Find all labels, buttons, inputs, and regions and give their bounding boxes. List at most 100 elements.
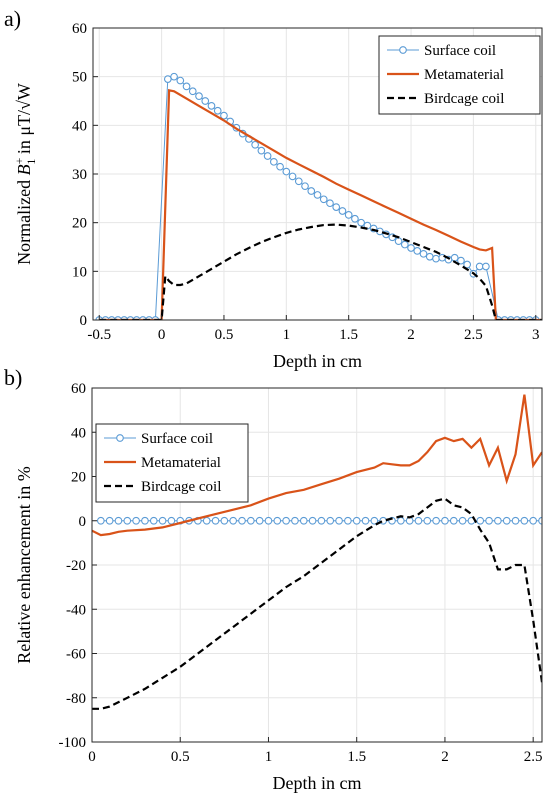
data-point-surface-coil [463, 260, 472, 269]
data-point-surface-coil [313, 191, 322, 199]
x-tick-label: 2.5 [464, 327, 483, 343]
data-point-surface-coil [201, 97, 210, 105]
data-point-surface-coil [457, 256, 465, 265]
y-tick-label: -20 [66, 558, 86, 574]
x-tick-label: 3 [532, 327, 540, 343]
data-point-surface-coil [264, 516, 273, 525]
data-point-surface-coil [425, 252, 434, 261]
legend-label: Surface coil [141, 431, 213, 447]
data-point-surface-coil [211, 516, 220, 525]
data-point-surface-coil [407, 244, 415, 252]
data-point-surface-coil [357, 218, 366, 227]
y-tick-label: 0 [80, 313, 88, 329]
data-point-surface-coil [291, 516, 299, 525]
data-point-surface-coil [301, 182, 309, 191]
panel-label: a) [4, 6, 21, 31]
data-point-surface-coil [400, 240, 409, 249]
data-point-surface-coil [520, 516, 529, 525]
y-tick-label: 60 [72, 21, 87, 37]
y-axis-label-superscript: + [12, 157, 26, 164]
data-point-surface-coil [476, 516, 485, 525]
data-point-surface-coil [176, 76, 185, 85]
data-point-surface-coil [485, 516, 493, 525]
plot-series-group [92, 394, 542, 710]
data-point-surface-coil [282, 516, 290, 525]
data-point-surface-coil [114, 516, 123, 525]
data-point-surface-coil [123, 516, 132, 525]
data-point-surface-coil [229, 516, 238, 525]
data-point-surface-coil [419, 249, 428, 258]
data-point-surface-coil [167, 516, 176, 525]
x-tick-label: 2 [441, 749, 449, 765]
data-point-surface-coil [188, 87, 197, 96]
y-tick-label: -40 [66, 602, 86, 618]
y-tick-label: 0 [79, 514, 87, 530]
data-point-surface-coil [207, 102, 216, 110]
y-tick-label: 20 [71, 470, 86, 486]
legend-label: Metamaterial [424, 67, 504, 83]
y-axis-label: Normalized B+1 in μT/√W [12, 83, 38, 265]
data-point-surface-coil [263, 152, 272, 160]
legend-label: Metamaterial [141, 455, 221, 471]
plot-series-group [95, 72, 542, 320]
y-axis-label-prefix: Normalized [14, 175, 34, 264]
x-tick-label: 1.5 [347, 749, 366, 765]
series-line-metamaterial [99, 88, 542, 320]
x-tick-label: 0 [88, 749, 96, 765]
series-line-metamaterial [92, 394, 542, 537]
data-point-surface-coil [332, 203, 341, 211]
legend: Surface coil Metamaterial Birdcage coil [378, 35, 541, 115]
data-point-surface-coil [450, 253, 459, 262]
data-point-surface-coil [220, 516, 229, 525]
y-axis-label-subscript: 1 [24, 159, 38, 165]
data-point-surface-coil [246, 516, 255, 525]
x-tick-label: 0 [158, 327, 166, 343]
legend-marker-surface-coil [116, 434, 124, 442]
x-tick-label: 0.5 [215, 327, 234, 343]
y-axis-label-suffix: in μT/√W [14, 83, 34, 159]
data-point-surface-coil [370, 516, 379, 525]
data-point-surface-coil [335, 516, 343, 525]
data-point-surface-coil [344, 211, 353, 219]
data-point-surface-coil [158, 516, 167, 525]
data-point-surface-coil [494, 516, 502, 525]
data-point-surface-coil [213, 106, 222, 115]
data-point-surface-coil [338, 207, 347, 215]
data-point-surface-coil [396, 516, 405, 525]
data-point-surface-coil [326, 199, 334, 208]
data-point-surface-coil [220, 111, 228, 120]
legend-label: Birdcage coil [424, 91, 504, 107]
data-point-surface-coil [432, 254, 440, 263]
data-point-surface-coil [96, 516, 105, 525]
y-tick-label: 10 [72, 264, 87, 280]
data-point-surface-coil [529, 516, 538, 525]
data-point-surface-coil [251, 140, 259, 149]
data-point-surface-coil [351, 214, 359, 223]
y-tick-label: 20 [72, 216, 87, 232]
x-tick-label: -0.5 [87, 327, 111, 343]
data-point-surface-coil [317, 516, 326, 525]
data-point-surface-coil [319, 195, 328, 204]
data-point-surface-coil [238, 516, 246, 525]
data-point-surface-coil [458, 516, 467, 525]
y-tick-label: 40 [71, 425, 86, 441]
data-point-surface-coil [502, 516, 511, 525]
data-point-surface-coil [282, 167, 291, 176]
data-point-surface-coil [132, 516, 140, 525]
data-point-surface-coil [307, 187, 316, 195]
panel-b: 0 0.5 1 1.5 2 2.5 -100 -80 -60 -40 -20 0 20 40 60 Depth… [4, 365, 543, 793]
data-point-surface-coil [352, 516, 361, 525]
y-tick-label: 60 [71, 381, 86, 397]
data-point-surface-coil [482, 262, 490, 271]
x-tick-label: 1.5 [339, 327, 358, 343]
data-point-surface-coil [276, 162, 284, 171]
series-line-birdcage-coil [99, 223, 542, 320]
data-point-surface-coil [182, 82, 191, 91]
y-tick-label: 50 [72, 70, 87, 86]
data-point-surface-coil [163, 75, 172, 83]
y-axis-label-symbol: B [14, 164, 34, 175]
data-point-surface-coil [202, 516, 211, 525]
data-point-surface-coil [269, 157, 278, 166]
